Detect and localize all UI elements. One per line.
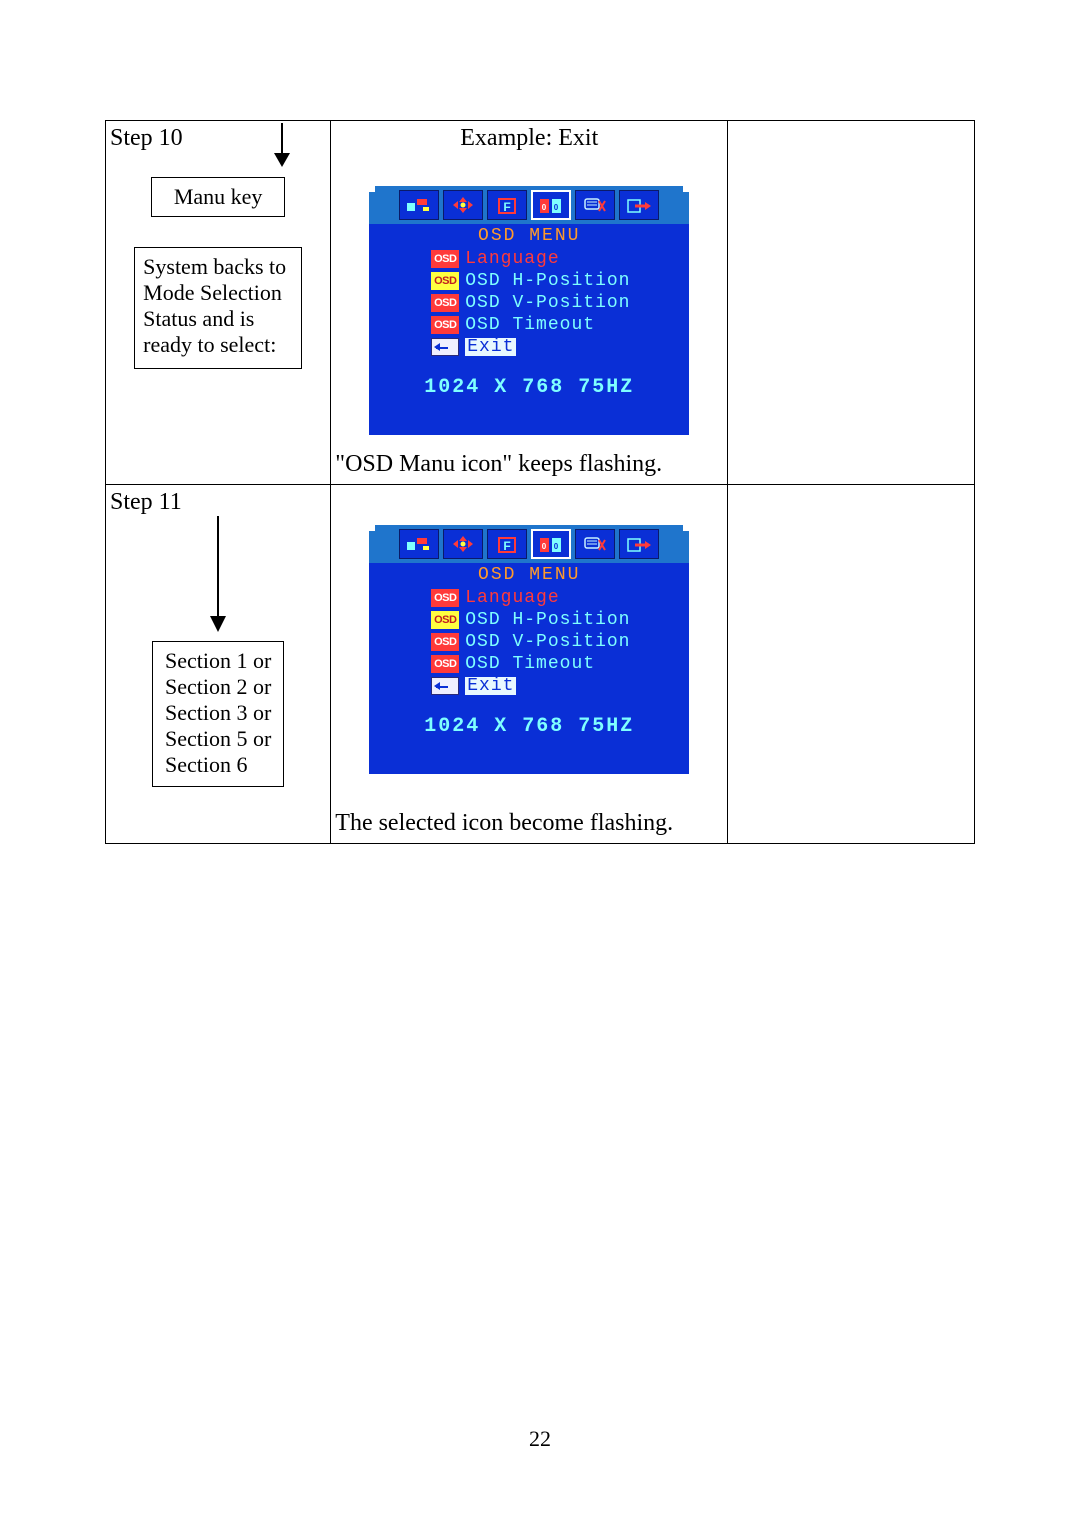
osd-badge-icon: OSD [431,655,459,673]
svg-text:0: 0 [554,542,559,551]
arrow-down-icon [198,516,238,636]
osd-item: OSD OSD Timeout [431,314,689,336]
osd-screenshot: F 00 OSD MENU OSD Language OSD OSD H-Posit… [369,525,689,774]
osd-item: OSD OSD H-Position [431,270,689,292]
flow-text: Section 6 [165,752,271,778]
osd-item-label: Exit [465,338,516,356]
instruction-table: Step 10 Manu key System backs to Mode Se… [105,120,975,844]
svg-text:0: 0 [554,203,559,212]
osd-topicon-color [399,529,439,559]
svg-text:0: 0 [542,542,547,551]
osd-item: Exit [431,675,689,697]
osd-top-iconbar: F 00 [369,186,689,224]
caption: The selected icon become flashing. [331,804,727,843]
osd-topicon-osd: 00 [531,529,571,559]
osd-resolution: 1024 X 768 75HZ [369,358,689,429]
osd-item-label: OSD Timeout [465,655,595,673]
osd-topicon-position [443,190,483,220]
osd-badge-icon: OSD [431,633,459,651]
osd-badge-icon: OSD [431,589,459,607]
flow-text: Section 3 or [165,700,271,726]
osd-topicon-misc [575,529,615,559]
osd-item: OSD OSD V-Position [431,631,689,653]
svg-text:F: F [504,200,511,214]
osd-topicon-osd: 00 [531,190,571,220]
osd-item-label: OSD V-Position [465,294,630,312]
osd-item: OSD Language [431,248,689,270]
flow-box-sections: Section 1 or Section 2 or Section 3 or S… [152,641,284,787]
osd-item-list: OSD Language OSD OSD H-Position OSD OSD V-P… [369,587,689,697]
osd-item-label: OSD V-Position [465,633,630,651]
osd-title: OSD MENU [369,563,689,587]
example-title: Example: Exit [331,121,727,152]
osd-item: OSD OSD H-Position [431,609,689,631]
osd-topicon-position [443,529,483,559]
osd-item: OSD Language [431,587,689,609]
flow-text: ready to select: [143,332,293,358]
flow-text: System backs to [143,254,293,280]
osd-item-label: Language [465,250,559,268]
osd-item: Exit [431,336,689,358]
osd-item: OSD OSD Timeout [431,653,689,675]
svg-text:F: F [504,539,511,553]
flow-text: Section 5 or [165,726,271,752]
exit-icon [431,677,459,695]
arrow-down-icon [262,121,302,171]
osd-badge-icon: OSD [431,272,459,290]
osd-topicon-function: F [487,529,527,559]
row-step11-mid: F 00 OSD MENU OSD Language OSD OSD H-Posit… [331,485,728,844]
osd-topicon-exit [619,529,659,559]
osd-resolution: 1024 X 768 75HZ [369,697,689,768]
row-step10-right [728,121,975,485]
row-step10-mid: Example: Exit F 00 OSD MENU OSD Language … [331,121,728,485]
osd-badge-icon: OSD [431,294,459,312]
flow-text: Section 2 or [165,674,271,700]
flow-box-syst: System backs to Mode Selection Status an… [134,247,302,369]
osd-item-label: OSD H-Position [465,611,630,629]
osd-topicon-function: F [487,190,527,220]
osd-badge-icon: OSD [431,250,459,268]
osd-badge-icon: OSD [431,316,459,334]
osd-title: OSD MENU [369,224,689,248]
osd-item-label: Language [465,589,559,607]
caption: "OSD Manu icon" keeps flashing. [331,445,727,484]
page-number: 22 [0,1426,1080,1452]
exit-icon [431,338,459,356]
osd-topicon-exit [619,190,659,220]
svg-text:0: 0 [542,203,547,212]
osd-item-label: OSD H-Position [465,272,630,290]
flow-box-manukey: Manu key [151,177,286,217]
row-step11-right [728,485,975,844]
flow-text: Section 1 or [165,648,271,674]
row-step11-left: Step 11 Section 1 or Section 2 or Sectio… [106,485,331,844]
flow-text: Status and is [143,306,293,332]
osd-top-iconbar: F 00 [369,525,689,563]
flow-text: Mode Selection [143,280,293,306]
osd-item-label: Exit [465,677,516,695]
osd-topicon-misc [575,190,615,220]
osd-topicon-color [399,190,439,220]
osd-item-label: OSD Timeout [465,316,595,334]
step-label: Step 10 [106,121,183,152]
osd-item: OSD OSD V-Position [431,292,689,314]
step-label: Step 11 [106,485,330,516]
row-step10-left: Step 10 Manu key System backs to Mode Se… [106,121,331,485]
osd-badge-icon: OSD [431,611,459,629]
osd-screenshot: F 00 OSD MENU OSD Language OSD OSD H-Posit… [369,186,689,435]
osd-item-list: OSD Language OSD OSD H-Position OSD OSD V-P… [369,248,689,358]
